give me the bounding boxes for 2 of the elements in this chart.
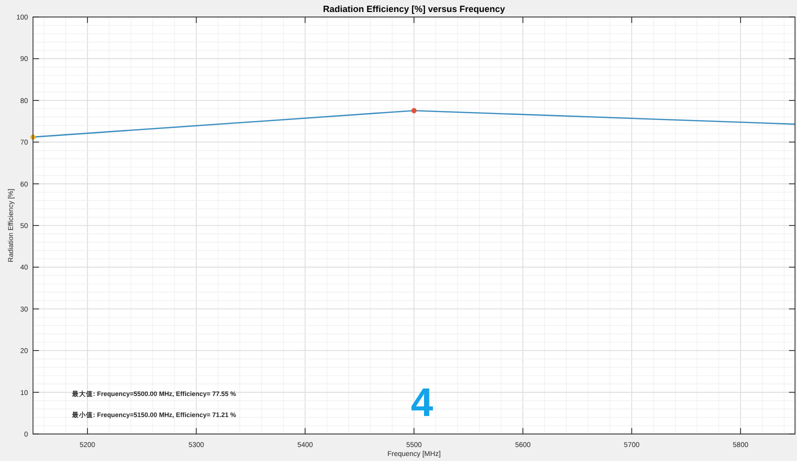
- chart-title: Radiation Efficiency [%] versus Frequency: [322, 4, 506, 14]
- annotation: 4: [410, 381, 434, 425]
